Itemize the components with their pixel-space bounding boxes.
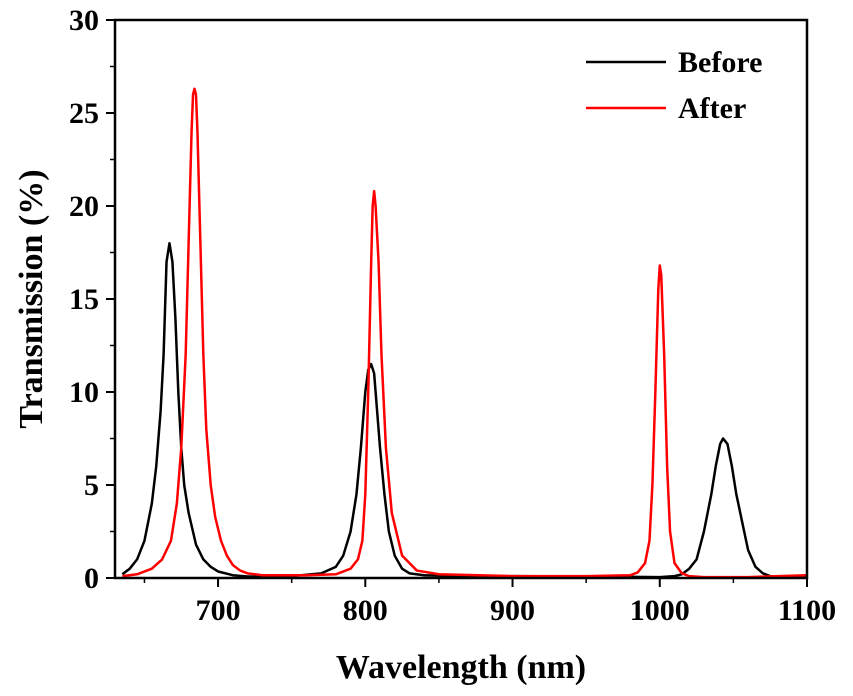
legend-label-after: After <box>678 92 746 125</box>
ticks-layer: 700 800 900 1000 1100 0 5 10 15 20 25 30 <box>69 4 836 627</box>
x-tick-label: 700 <box>196 594 241 627</box>
x-tick-label: 900 <box>490 594 535 627</box>
series-line-before <box>121 241 807 579</box>
x-tick-label: 1000 <box>630 594 690 627</box>
x-tick-label: 800 <box>343 594 388 627</box>
x-tick-label: 1100 <box>778 594 836 627</box>
series-layer <box>121 87 808 579</box>
y-tick-label: 30 <box>69 4 99 37</box>
y-tick-label: 0 <box>84 562 99 595</box>
x-axis-title: Wavelength (nm) <box>336 649 586 686</box>
legend: Before After <box>586 46 762 125</box>
y-axis-title: Transmission (%) <box>13 169 50 428</box>
y-tick-label: 20 <box>69 190 99 223</box>
series-line-after <box>122 87 808 579</box>
legend-label-before: Before <box>678 46 762 79</box>
y-tick-label: 5 <box>84 469 99 502</box>
y-tick-label: 15 <box>69 283 99 316</box>
y-tick-label: 10 <box>69 376 99 409</box>
y-tick-label: 25 <box>69 97 99 130</box>
